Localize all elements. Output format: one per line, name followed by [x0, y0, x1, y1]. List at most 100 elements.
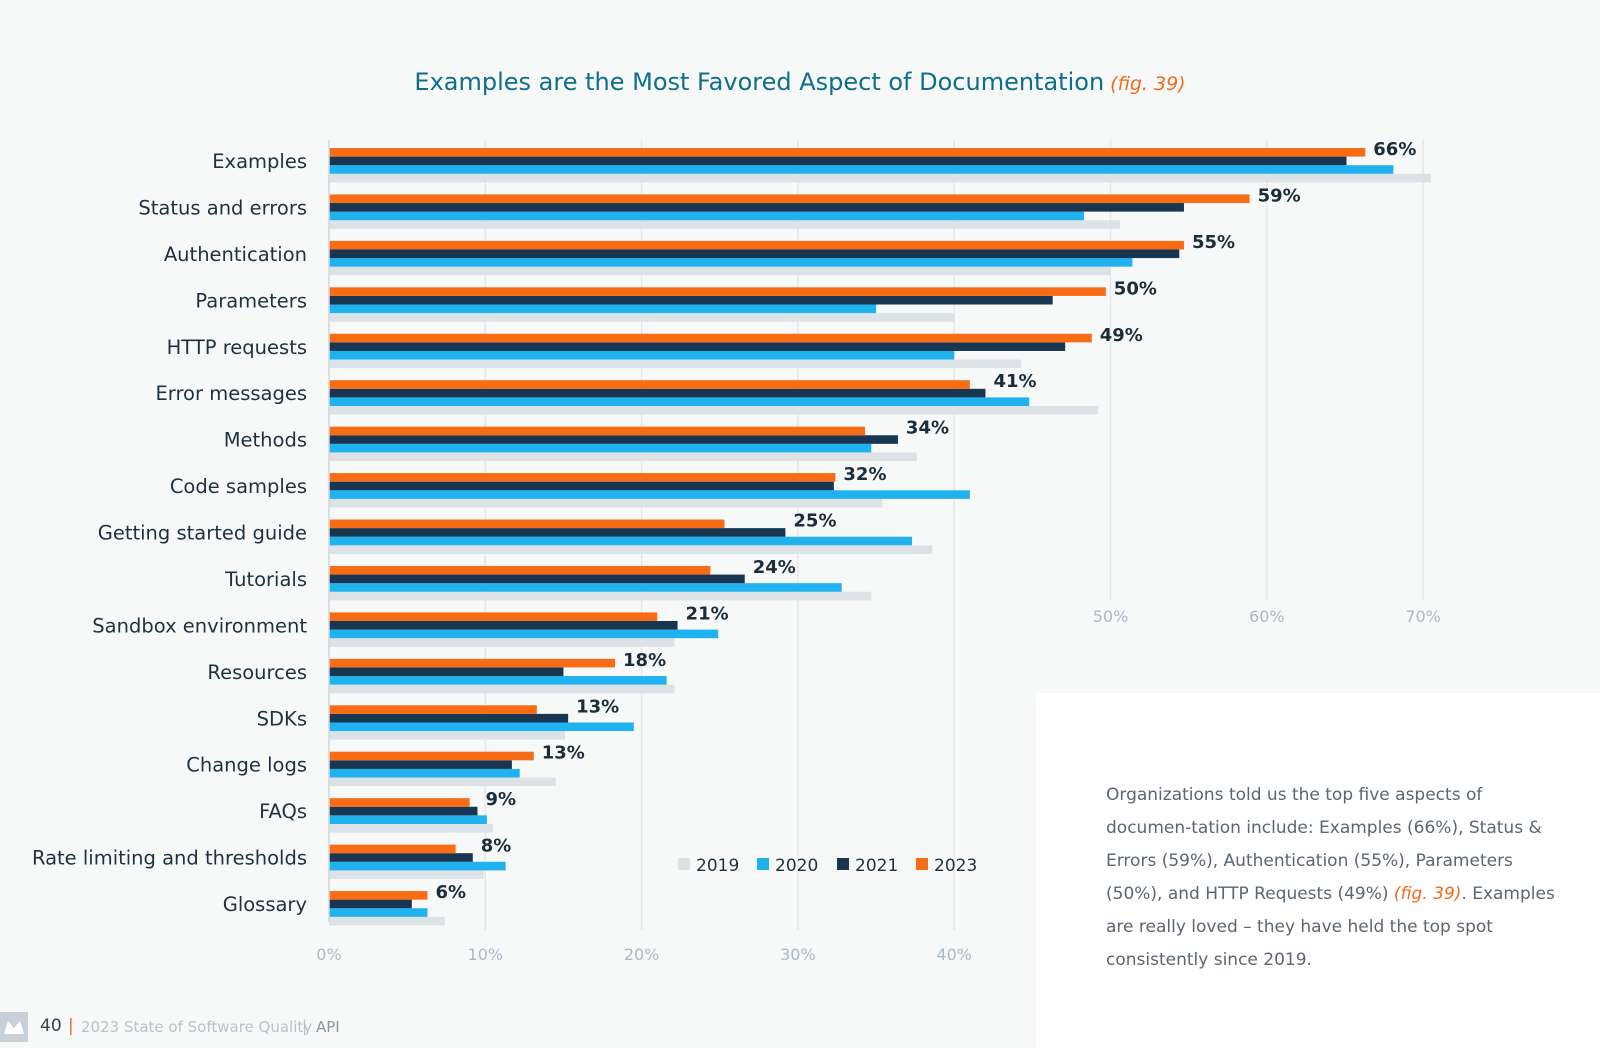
bar-2020	[329, 443, 872, 453]
bar-2020	[329, 304, 877, 314]
category-label: Getting started guide	[98, 522, 307, 545]
bar-2023	[329, 194, 1250, 204]
bar-2019	[329, 452, 917, 462]
bar-2019	[329, 870, 484, 879]
bar-2021	[329, 295, 1053, 305]
legend-swatch-2019	[678, 858, 690, 870]
bar-2023	[329, 565, 711, 575]
bar-2020	[329, 397, 1030, 406]
category-label: Authentication	[164, 243, 307, 266]
data-label: 66%	[1373, 139, 1416, 160]
category-label: Tutorials	[224, 568, 307, 591]
data-label: 32%	[843, 464, 886, 485]
bar-2021	[329, 203, 1184, 212]
chart-title-text: Examples are the Most Favored Aspect of …	[414, 68, 1105, 96]
footer-separator-2: |	[302, 1017, 308, 1035]
bar-2019	[329, 916, 445, 926]
bar-2021	[329, 388, 986, 398]
bar-2023	[329, 333, 1092, 343]
category-label: Parameters	[195, 289, 307, 312]
bar-2023	[329, 240, 1184, 250]
bar-2021	[329, 342, 1066, 351]
bar-2021	[329, 621, 678, 630]
bar-2021	[329, 574, 745, 584]
legend-label-2023: 2023	[934, 856, 977, 876]
bar-2020	[329, 815, 487, 824]
bar-2023	[329, 751, 534, 761]
bar-2020	[329, 211, 1084, 221]
bar-2020	[329, 722, 634, 732]
category-label: FAQs	[259, 800, 307, 823]
note-fig-ref: (fig. 39)	[1393, 884, 1462, 904]
bar-2021	[329, 156, 1347, 166]
data-label: 25%	[793, 511, 836, 532]
category-label: Rate limiting and thresholds	[32, 847, 307, 870]
bar-2023	[329, 798, 470, 807]
bar-2019	[329, 684, 675, 694]
x-tick-label: 50%	[1093, 607, 1129, 626]
bar-2021	[329, 853, 473, 862]
note-text-before: Organizations told us the top five aspec…	[1106, 785, 1542, 904]
data-label: 18%	[623, 650, 666, 671]
bar-2023	[329, 473, 836, 482]
bar-2023	[329, 380, 970, 389]
bar-2020	[329, 861, 506, 871]
bar-2019	[329, 731, 566, 740]
bar-2020	[329, 165, 1394, 174]
bar-2020	[329, 490, 970, 499]
bar-2019	[329, 359, 1022, 369]
data-label: 34%	[906, 418, 949, 439]
data-label: 24%	[753, 557, 796, 578]
x-tick-label: 0%	[316, 945, 341, 964]
bar-2021	[329, 713, 569, 723]
bar-2023	[329, 844, 456, 854]
category-label: Status and errors	[138, 196, 307, 219]
x-tick-label: 60%	[1249, 607, 1285, 626]
category-label: HTTP requests	[167, 336, 307, 359]
bar-2021	[329, 667, 564, 677]
category-label: Sandbox environment	[92, 614, 307, 637]
bar-2020	[329, 350, 955, 360]
bar-2021	[329, 249, 1180, 259]
x-tick-label: 20%	[624, 945, 660, 964]
legend-swatch-2023	[916, 858, 928, 870]
bar-2019	[329, 638, 675, 647]
page-number: 40	[40, 1016, 62, 1036]
bar-2019	[329, 220, 1120, 229]
x-tick-label: 70%	[1405, 607, 1441, 626]
bar-2023	[329, 426, 866, 436]
bar-2023	[329, 891, 428, 900]
bar-2021	[329, 806, 478, 816]
legend-label-2020: 2020	[775, 856, 818, 876]
category-label: Change logs	[186, 754, 307, 777]
bar-2020	[329, 768, 520, 778]
section-name: API	[316, 1018, 340, 1036]
category-label: SDKs	[257, 707, 307, 730]
data-label: 6%	[435, 882, 466, 903]
category-label: Resources	[207, 661, 307, 684]
bar-2019	[329, 406, 1098, 415]
report-name: 2023 State of Software Quality	[81, 1018, 313, 1036]
x-tick-label: 30%	[780, 945, 816, 964]
bar-2020	[329, 629, 719, 639]
bar-2019	[329, 498, 883, 508]
data-label: 41%	[993, 371, 1036, 392]
bar-2021	[329, 528, 786, 537]
bar-2019	[329, 823, 494, 833]
bar-2021	[329, 435, 898, 444]
category-label: Error messages	[155, 382, 307, 405]
data-label: 13%	[542, 743, 585, 764]
bar-2023	[329, 148, 1366, 157]
note-text: Organizations told us the top five aspec…	[1106, 779, 1566, 977]
page-footer: 40 | 2023 State of Software Quality | AP…	[0, 1012, 420, 1042]
footer-separator: |	[68, 1016, 74, 1036]
bar-2020	[329, 258, 1133, 267]
bar-2021	[329, 760, 512, 769]
bar-2020	[329, 536, 912, 546]
bar-2019	[329, 777, 556, 787]
category-label: Methods	[224, 429, 307, 452]
x-tick-label: 40%	[936, 945, 972, 964]
bar-2023	[329, 519, 725, 529]
bar-2023	[329, 705, 537, 714]
